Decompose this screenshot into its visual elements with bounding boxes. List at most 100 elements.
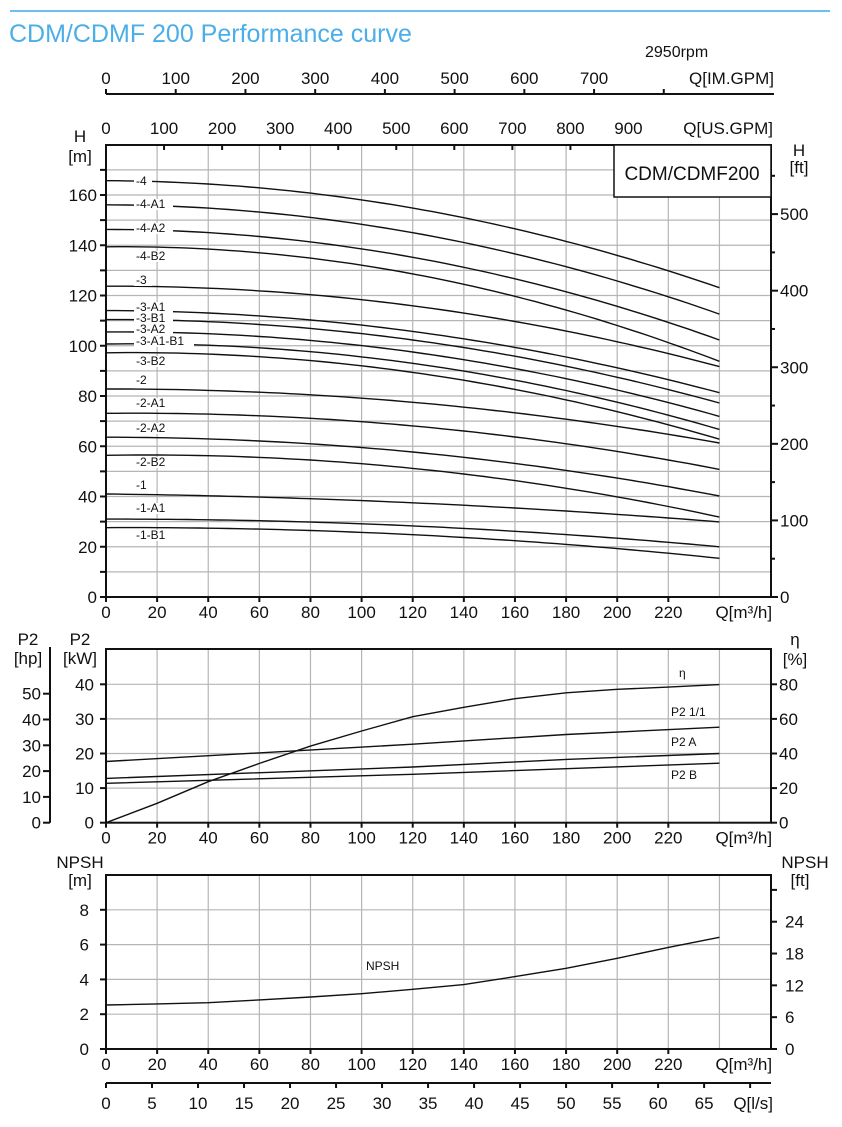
- npsh-xtick-label: 80: [301, 1055, 320, 1074]
- curve-label: -4-A1: [136, 197, 166, 211]
- power-curve: [105, 726, 720, 763]
- head-curve: [105, 454, 720, 518]
- ls-tick-label: 40: [465, 1094, 484, 1113]
- head-ytick-right-label: 100: [780, 511, 808, 530]
- page-title: CDM/CDMF 200 Performance curve: [9, 20, 412, 48]
- curve-label-bg: [134, 503, 173, 514]
- npsh-ft-tick-label: 6: [785, 1008, 794, 1027]
- ls-tick-label: 20: [281, 1094, 300, 1113]
- head-ytick-right-label: 300: [780, 358, 808, 377]
- kw-ytick-label: 20: [75, 745, 94, 764]
- head-ytick-label: 120: [69, 287, 97, 306]
- efficiency-yunit: [%]: [783, 650, 808, 669]
- kw-ytick-label: 30: [75, 710, 94, 729]
- npsh-xtick-label: 180: [552, 1055, 580, 1074]
- curve-label-bg: [134, 423, 173, 434]
- speed-label: 2950rpm: [645, 44, 708, 61]
- npsh-ft-tick-label: 24: [785, 913, 804, 932]
- us-gpm-tick-label: 300: [266, 119, 294, 138]
- npsh-xtick-label: 100: [347, 1055, 375, 1074]
- ls-tick-label: 25: [327, 1094, 346, 1113]
- hp-ytick-label: 40: [22, 710, 41, 729]
- curve-label-bg: [134, 398, 173, 409]
- head-curve: [106, 309, 720, 394]
- im-gpm-tick-label: 600: [510, 69, 538, 88]
- npsh-ytick-label: 2: [80, 1005, 89, 1024]
- ls-tick-label: 30: [373, 1094, 392, 1113]
- npsh-ft-tick-label: 12: [785, 976, 804, 995]
- npsh-ytick-label: 8: [80, 901, 89, 920]
- head-ytick-label: 100: [69, 337, 97, 356]
- npsh-chart: 0 20 40 60 80 100 120 140 160 180 200 220 Q[m³/h]024…: [80, 874, 804, 1113]
- head-xtick-label: 220: [654, 603, 682, 622]
- us-gpm-tick-label: 200: [208, 119, 236, 138]
- npsh-xtick-label: 0: [101, 1055, 110, 1074]
- kw-ytick-label: 10: [75, 779, 94, 798]
- ls-tick-label: 65: [695, 1094, 714, 1113]
- kw-ytick-label: 0: [85, 814, 94, 833]
- curve-label: -4-A2: [136, 221, 166, 235]
- curve-label-bg: [134, 375, 152, 386]
- ls-tick-label: 15: [235, 1094, 254, 1113]
- head-ytick-label: 40: [78, 488, 97, 507]
- curve-label-bg: [134, 457, 173, 468]
- head-ytick-label: 20: [78, 538, 97, 557]
- power-xtick-label: 40: [199, 829, 218, 848]
- im-gpm-tick-label: 700: [580, 69, 608, 88]
- head-ylabel-right: H: [793, 141, 805, 160]
- power-hp-ylabel: P2: [18, 630, 39, 649]
- npsh-xaxis-label: Q[m³/h]: [715, 1055, 772, 1074]
- power-xtick-label: 220: [654, 829, 682, 848]
- npsh-plot-frame: [105, 874, 772, 1050]
- power-xtick-label: 180: [552, 829, 580, 848]
- us-gpm-axis-label: Q[US.GPM]: [683, 119, 773, 138]
- power-xtick-label: 200: [603, 829, 631, 848]
- npsh-curve: [105, 936, 720, 1006]
- head-xtick-label: 40: [199, 603, 218, 622]
- npsh-xtick-label: 160: [501, 1055, 529, 1074]
- npsh-ylabel-right: NPSH: [781, 853, 828, 872]
- head-ytick-label: 160: [69, 186, 97, 205]
- curve-label: -4-B2: [136, 249, 166, 263]
- curve-label: -1: [136, 478, 147, 492]
- ls-axis-label: Q[l/s]: [733, 1094, 773, 1113]
- head-curve: [106, 285, 720, 368]
- curve-label: -2-A2: [136, 421, 166, 435]
- power-xaxis-label: Q[m³/h]: [715, 829, 772, 848]
- curve-label-bg: [134, 530, 173, 541]
- head-curve: [105, 351, 720, 440]
- eta-ytick-label: 20: [779, 779, 798, 798]
- power-curve-label: P2 1/1: [671, 705, 706, 719]
- hp-ytick-label: 0: [32, 814, 41, 833]
- eta-ytick-label: 80: [779, 675, 798, 694]
- head-ylabel: H: [74, 127, 86, 146]
- npsh-ytick-label: 0: [80, 1040, 89, 1059]
- us-gpm-tick-label: 600: [440, 119, 468, 138]
- head-ytick-right-label: 500: [780, 205, 808, 224]
- curve-label: -2: [136, 373, 147, 387]
- npsh-xtick-label: 120: [399, 1055, 427, 1074]
- head-yunit-right: [ft]: [790, 158, 809, 177]
- head-chart: 0 20 40 60 80 100 120 140 160 180 200 220 Q[m³/h]020…: [69, 69, 809, 622]
- hp-ytick-label: 10: [22, 788, 41, 807]
- head-ytick-label: 0: [88, 588, 97, 607]
- npsh-ft-tick-label: 0: [785, 1040, 794, 1059]
- curve-label-bg: [134, 251, 173, 262]
- im-gpm-tick-label: 300: [301, 69, 329, 88]
- curve-label: -3-A2: [136, 322, 166, 336]
- curve-label: -3-B1: [136, 311, 166, 325]
- hp-ytick-label: 20: [22, 762, 41, 781]
- npsh-xtick-label: 20: [148, 1055, 167, 1074]
- curve-label: -3-B2: [136, 354, 166, 368]
- power-plot-frame: [105, 648, 772, 824]
- us-gpm-tick-label: 800: [556, 119, 584, 138]
- curve-label-bg: [134, 313, 173, 324]
- power-xtick-label: 80: [301, 829, 320, 848]
- head-xtick-label: 0: [101, 603, 110, 622]
- head-curve: [106, 518, 720, 548]
- curve-label-bg: [134, 176, 152, 187]
- npsh-ytick-label: 6: [80, 936, 89, 955]
- power-xtick-label: 100: [347, 829, 375, 848]
- us-gpm-tick-label: 700: [498, 119, 526, 138]
